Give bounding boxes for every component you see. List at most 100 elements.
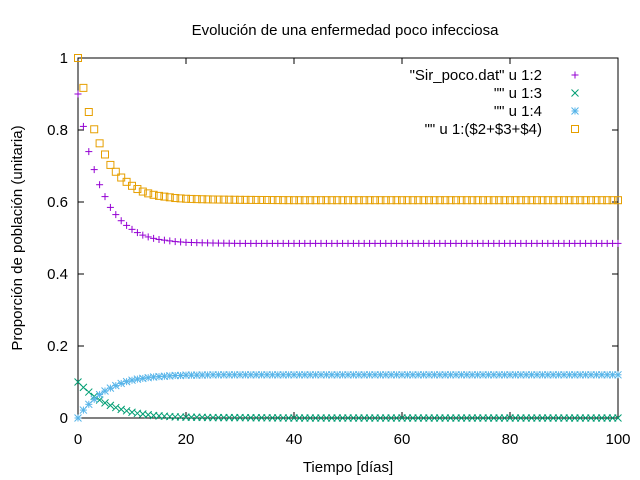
data-point: [430, 196, 439, 205]
data-point: [489, 414, 498, 422]
data-point: [122, 406, 131, 415]
legend-label: "Sir_poco.dat" u 1:2: [410, 67, 542, 84]
data-point: [614, 196, 622, 205]
data-point: [365, 196, 374, 205]
data-point: [257, 195, 266, 204]
data-point: [581, 370, 590, 379]
data-point: [96, 181, 104, 189]
data-point: [576, 196, 585, 205]
data-point: [587, 414, 595, 422]
data-point: [160, 236, 168, 244]
data-point: [516, 196, 525, 205]
data-point: [457, 414, 466, 422]
data-point: [354, 414, 363, 422]
data-point: [614, 370, 622, 379]
data-point: [182, 371, 190, 380]
data-point: [484, 370, 493, 379]
data-point: [333, 196, 342, 205]
data-point: [376, 370, 385, 379]
data-point: [403, 196, 412, 205]
data-point: [192, 195, 201, 204]
data-point: [306, 196, 315, 205]
data-point: [587, 196, 595, 205]
data-point: [371, 196, 379, 205]
data-point: [452, 196, 460, 205]
x-tick-label: 20: [178, 431, 195, 448]
data-point: [516, 414, 525, 422]
legend-marker: [571, 125, 579, 133]
data-point: [182, 194, 190, 203]
data-point: [522, 196, 531, 205]
legend-marker: [571, 107, 579, 115]
data-point: [565, 370, 574, 379]
y-tick-label: 1: [60, 50, 68, 67]
data-point: [538, 196, 547, 205]
data-point: [349, 414, 358, 422]
data-point: [85, 148, 93, 156]
data-point: [435, 414, 444, 422]
data-point: [430, 414, 439, 422]
data-point: [79, 83, 88, 92]
data-point: [570, 196, 579, 205]
data-point: [603, 196, 612, 205]
x-tick-label: 60: [394, 431, 411, 448]
data-point: [187, 413, 196, 422]
data-point: [360, 196, 369, 205]
data-point: [376, 414, 385, 422]
data-point: [560, 414, 568, 422]
x-tick-label: 40: [286, 431, 303, 448]
legend-label: "" u 1:4: [494, 103, 542, 120]
data-point: [349, 370, 358, 379]
data-point: [160, 192, 169, 201]
data-point: [360, 414, 369, 422]
data-point: [133, 185, 142, 194]
data-point: [214, 195, 223, 204]
data-point: [263, 196, 271, 205]
data-point: [560, 196, 568, 205]
data-point: [522, 414, 531, 422]
data-point: [268, 196, 277, 205]
data-point: [506, 196, 514, 205]
data-point: [338, 370, 347, 379]
data-point: [603, 414, 612, 422]
data-point: [187, 371, 196, 380]
data-point: [592, 196, 601, 205]
data-point: [311, 414, 320, 422]
data-point: [111, 403, 120, 412]
data-point: [468, 196, 477, 205]
data-point: [101, 399, 109, 407]
axis-tick-labels: 0 20 40 60 80 100 0 0.2 0.4 0.6 0.8 1: [47, 50, 630, 448]
data-point: [230, 413, 239, 422]
data-point: [144, 189, 153, 198]
data-point: [344, 196, 352, 205]
data-point: [387, 414, 396, 422]
data-point: [576, 414, 585, 422]
data-point: [533, 370, 541, 379]
data-point: [106, 160, 115, 169]
data-point: [198, 195, 207, 204]
data-point: [344, 414, 352, 422]
data-point: [597, 196, 606, 205]
data-point: [300, 196, 309, 205]
data-point: [543, 196, 552, 205]
legend: "Sir_poco.dat" u 1:2"" u 1:3"" u 1:4"" u…: [410, 67, 579, 138]
data-point: [117, 173, 126, 182]
data-point: [155, 235, 163, 243]
data-point: [392, 370, 401, 379]
data-point: [149, 190, 158, 199]
data-point: [219, 195, 228, 204]
data-point: [84, 108, 93, 116]
data-point: [392, 196, 401, 205]
data-point: [338, 414, 347, 422]
data-point: [560, 370, 568, 379]
data-point: [79, 122, 87, 130]
data-point: [425, 414, 433, 422]
data-point: [435, 196, 444, 205]
data-point: [90, 395, 99, 404]
data-point: [171, 194, 180, 203]
data-point: [527, 414, 536, 422]
data-point: [495, 196, 504, 205]
series-3: [74, 370, 622, 422]
data-point: [511, 370, 520, 379]
